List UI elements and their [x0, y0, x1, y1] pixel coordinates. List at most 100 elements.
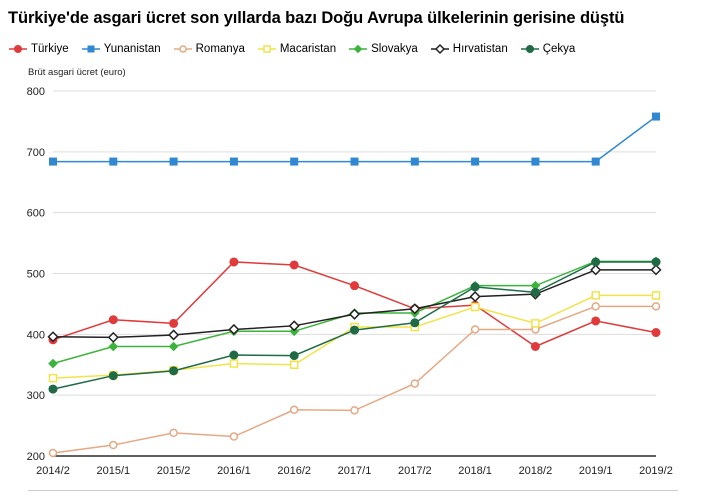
- data-point: [229, 257, 239, 267]
- data-point: [48, 384, 58, 394]
- data-point: [590, 264, 602, 276]
- legend: Türkiye Yunanistan Romanya Macaristan Slovak…: [8, 41, 587, 57]
- data-point: [169, 157, 178, 166]
- data-point: [229, 359, 239, 368]
- legend-item[interactable]: Türkiye: [8, 43, 69, 55]
- legend-item[interactable]: Macaristan: [257, 43, 336, 55]
- data-point: [169, 366, 179, 376]
- series-hırvatistan: [47, 264, 662, 343]
- x-tick-label: 2016/2: [277, 465, 311, 477]
- data-point: [168, 329, 180, 341]
- data-point: [350, 281, 359, 291]
- series-lines: [47, 112, 662, 458]
- data-point: [228, 323, 240, 336]
- legend-marker-icon: [520, 45, 539, 53]
- legend-marker-icon: [349, 44, 368, 54]
- legend-label: Yunanistan: [103, 43, 161, 55]
- data-point: [107, 331, 119, 343]
- data-point: [348, 308, 361, 320]
- x-tick-label: 2018/1: [458, 465, 492, 477]
- data-point: [591, 257, 601, 267]
- data-point: [289, 405, 299, 415]
- x-tick-label: 2019/2: [639, 465, 673, 477]
- data-point: [409, 303, 421, 315]
- data-point: [229, 432, 239, 441]
- legend-marker-icon: [430, 43, 449, 55]
- data-point: [49, 157, 57, 166]
- legend-symbol: [434, 43, 445, 55]
- series-çekya: [48, 257, 661, 394]
- data-point: [531, 157, 540, 166]
- legend-item[interactable]: Romanya: [173, 43, 245, 55]
- data-point: [650, 264, 662, 276]
- x-tick-label: 2015/1: [96, 465, 130, 477]
- x-tick-label: 2016/1: [217, 465, 251, 477]
- legend-marker-icon: [257, 45, 276, 53]
- y-tick-label: 600: [27, 208, 45, 220]
- legend-symbol: [353, 44, 363, 54]
- legend-label: Romanya: [195, 43, 245, 55]
- data-point: [289, 260, 299, 270]
- data-point: [651, 328, 661, 338]
- legend-label: Macaristan: [279, 43, 337, 55]
- x-tick-label: 2017/2: [398, 465, 432, 477]
- data-point: [410, 318, 420, 328]
- legend-item[interactable]: Slovakya: [348, 43, 418, 55]
- data-point: [109, 157, 118, 166]
- data-point: [350, 406, 359, 415]
- legend-label: Türkiye: [31, 43, 69, 55]
- source-divider: [28, 490, 678, 491]
- data-point: [652, 112, 660, 121]
- data-point: [229, 350, 239, 360]
- x-tick-label: 2015/2: [157, 465, 191, 477]
- legend-symbol: [525, 45, 534, 53]
- data-point: [288, 320, 300, 332]
- data-point: [48, 448, 58, 458]
- data-point: [350, 325, 359, 335]
- legend-label: Hırvatistan: [452, 43, 508, 55]
- data-point: [651, 291, 661, 300]
- data-point: [48, 373, 58, 383]
- legend-item[interactable]: Yunanistan: [81, 43, 161, 55]
- data-point: [48, 358, 58, 369]
- series-yunanistan: [49, 112, 660, 166]
- legend-symbol: [14, 45, 22, 53]
- data-point: [530, 287, 540, 297]
- legend-item[interactable]: Çekya: [520, 43, 576, 55]
- legend-symbol: [87, 45, 95, 53]
- data-point: [531, 319, 540, 328]
- data-point: [289, 351, 299, 361]
- data-point: [109, 440, 118, 450]
- y-tick-label: 700: [27, 147, 45, 159]
- legend-label: Slovakya: [371, 43, 418, 55]
- gridlines: [53, 90, 656, 457]
- data-point: [470, 325, 480, 334]
- data-point: [410, 379, 420, 388]
- legend-symbol: [178, 45, 187, 53]
- legend-label: Çekya: [542, 43, 576, 55]
- legend-item[interactable]: Hırvatistan: [430, 43, 508, 55]
- x-tick-label: 2018/2: [519, 465, 553, 477]
- data-point: [469, 291, 481, 303]
- data-point: [471, 157, 480, 166]
- legend-marker-icon: [9, 45, 27, 53]
- series-line: [53, 115, 657, 163]
- data-point: [47, 331, 59, 343]
- data-point: [169, 428, 178, 438]
- x-axis-ticks: 2014/2 2015/1 2015/2 2016/1 2016/2 2017/1 2017…: [36, 465, 673, 477]
- x-tick-label: 2014/2: [36, 465, 70, 477]
- y-tick-label: 800: [27, 86, 45, 98]
- data-point: [591, 316, 601, 326]
- data-point: [108, 371, 118, 381]
- data-point: [108, 341, 119, 352]
- data-point: [350, 157, 359, 166]
- data-point: [591, 157, 600, 166]
- y-axis-label: Brüt asgari ücret (euro): [28, 67, 126, 78]
- legend-marker-icon: [81, 45, 100, 53]
- data-point: [229, 157, 238, 166]
- y-axis-ticks: 200 300 400 500 600 700 800: [27, 86, 45, 463]
- data-point: [108, 315, 118, 325]
- x-tick-label: 2017/1: [338, 465, 372, 477]
- data-point: [591, 302, 600, 311]
- data-point: [530, 280, 541, 291]
